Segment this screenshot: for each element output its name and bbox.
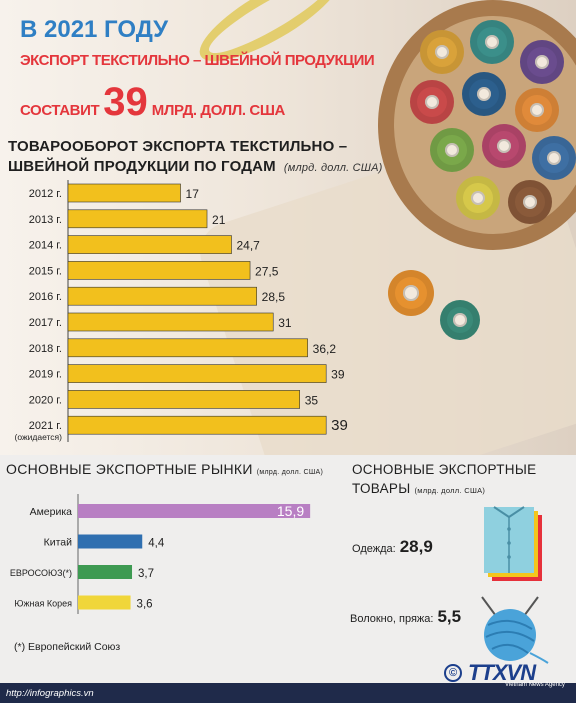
goods-value: 28,9: [399, 537, 433, 556]
goods-label: Волокно, пряжа:: [350, 613, 434, 625]
thread-spool-icon: [430, 128, 474, 172]
bar: [67, 338, 308, 358]
goods-item-fiber: Волокно, пряжа: 5,5: [350, 607, 461, 627]
markets-title-text: ОСНОВНЫЕ ЭКСПОРТНЫЕ РЫНКИ: [6, 461, 253, 477]
data-label: 17: [186, 187, 200, 201]
goods-unit: (млрд. долл. США): [414, 486, 486, 495]
bar: [78, 534, 143, 549]
thread-spool-icon: [440, 300, 480, 340]
footer-url[interactable]: http://infographics.vn: [6, 688, 94, 699]
headline-year: В 2021 ГОДУ: [20, 16, 169, 43]
goods-value: 5,5: [437, 607, 462, 626]
data-label: 39: [331, 417, 348, 434]
chart-title: ТОВАРООБОРОТ ЭКСПОРТА ТЕКСТИЛЬНО – ШВЕЙН…: [8, 137, 398, 178]
tick-label: 2012 г.: [29, 188, 62, 200]
data-label: 28,5: [262, 290, 286, 304]
bar: [78, 595, 131, 610]
data-label: 39: [331, 368, 345, 382]
thread-spool-icon: [532, 136, 576, 180]
tick-label: 2016 г.: [29, 291, 62, 303]
chart-title-line2: ШВЕЙНОЙ ПРОДУКЦИИ ПО ГОДАМ: [8, 158, 276, 175]
agency-subtitle: Vietnam News Agency: [505, 682, 565, 688]
bar: [67, 312, 274, 332]
tick-label: 2018 г.: [29, 343, 62, 355]
thread-spool-icon: [470, 20, 514, 64]
tick-label: ЕВРОСОЮЗ(*): [10, 568, 72, 578]
thread-spool-icon: [420, 30, 464, 74]
bar: [78, 565, 133, 579]
tick-note: (ожидается): [14, 432, 62, 442]
bar: [67, 183, 181, 203]
tick-label: Китай: [44, 537, 73, 549]
data-label: 4,4: [148, 538, 165, 550]
bar: [67, 364, 327, 383]
goods-label: Одежда:: [352, 543, 396, 555]
agency-logo: © TTXVN: [444, 660, 536, 686]
chart-unit: (млрд. долл. США): [283, 162, 383, 174]
data-label: 31: [278, 316, 292, 330]
export-markets-chart: Америка 15,9 Китай 4,4 ЕВРОСОЮЗ(*) 3,7 Южная К…: [10, 494, 311, 614]
markets-title: ОСНОВНЫЕ ЭКСПОРТНЫЕ РЫНКИ (млрд. долл. СШ…: [6, 461, 323, 477]
thread-spool-icon: [508, 180, 552, 224]
data-label: 35: [305, 393, 319, 407]
thread-spool-icon: [462, 72, 506, 116]
bar: [67, 261, 251, 280]
thread-spool-icon: [515, 88, 559, 132]
bar: [67, 286, 257, 306]
data-label: 27,5: [255, 264, 279, 278]
export-by-year-chart: 2012 г. 17 2013 г. 21 2014 г. 24,7 2015 г. 27,5…: [14, 180, 348, 442]
headline-line1: ЭКСПОРТ ТЕКСТИЛЬНО – ШВЕЙНОЙ ПРОДУКЦИИ: [20, 52, 375, 69]
thread-spool-icon: [410, 80, 454, 124]
copyright-icon: ©: [444, 664, 462, 682]
chart-title-line1: ТОВАРООБОРОТ ЭКСПОРТА ТЕКСТИЛЬНО –: [8, 138, 348, 155]
tick-label: 2017 г.: [29, 317, 62, 329]
bar: [67, 235, 232, 254]
bar: [67, 209, 208, 229]
footnote: (*) Европейский Союз: [14, 641, 121, 653]
headline-word: СОСТАВИТ: [20, 102, 100, 119]
bar: [67, 390, 300, 409]
data-label: 3,6: [137, 599, 153, 611]
agency-name: TTXVN: [468, 660, 536, 685]
goods-item-clothing: Одежда: 28,9: [352, 537, 433, 557]
tick-label: Америка: [30, 506, 73, 518]
goods-title: ОСНОВНЫЕ ЭКСПОРТНЫЕ ТОВАРЫ (млрд. долл. С…: [352, 460, 567, 500]
tick-label: 2014 г.: [29, 240, 62, 252]
data-label: 36,2: [313, 342, 337, 356]
tick-label: 2021 г.: [29, 420, 62, 432]
tick-label: 2020 г.: [29, 394, 62, 406]
thread-spool-icon: [388, 270, 434, 316]
markets-unit: (млрд. долл. США): [256, 469, 324, 476]
tick-label: 2015 г.: [29, 265, 62, 277]
footer-band: [0, 683, 576, 703]
goods-title-line1: ОСНОВНЫЕ ЭКСПОРТНЫЕ: [352, 462, 537, 477]
headline-line2: СОСТАВИТ 39 МЛРД. ДОЛЛ. США: [20, 80, 285, 124]
thread-spool-icon: [456, 176, 500, 220]
tick-label: Южная Корея: [14, 599, 72, 609]
data-label: 15,9: [277, 503, 304, 519]
data-label: 3,7: [138, 568, 154, 580]
headline-unit: МЛРД. ДОЛЛ. США: [151, 102, 286, 119]
tick-label: 2019 г.: [29, 369, 62, 381]
thread-spool-icon: [482, 124, 526, 168]
thread-spool-icon: [520, 40, 564, 84]
goods-title-line2: ТОВАРЫ: [352, 481, 411, 496]
bar: [67, 415, 327, 435]
bar: [78, 504, 311, 518]
data-label: 21: [212, 213, 226, 227]
data-label: 24,7: [237, 239, 261, 253]
headline-number: 39: [103, 80, 148, 124]
tick-label: 2013 г.: [29, 214, 62, 226]
shirt-icon: [484, 506, 542, 581]
yarn-icon: [481, 596, 549, 664]
